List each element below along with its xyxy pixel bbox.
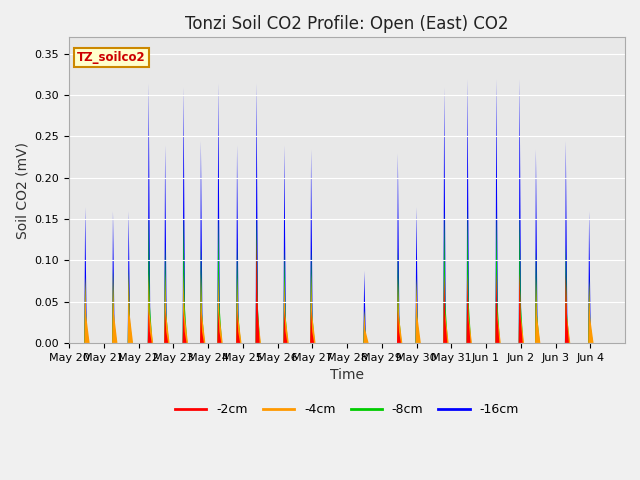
Title: Tonzi Soil CO2 Profile: Open (East) CO2: Tonzi Soil CO2 Profile: Open (East) CO2 — [185, 15, 509, 33]
Y-axis label: Soil CO2 (mV): Soil CO2 (mV) — [15, 142, 29, 239]
X-axis label: Time: Time — [330, 368, 364, 382]
Legend: -2cm, -4cm, -8cm, -16cm: -2cm, -4cm, -8cm, -16cm — [170, 398, 524, 421]
Text: TZ_soilco2: TZ_soilco2 — [77, 51, 146, 64]
